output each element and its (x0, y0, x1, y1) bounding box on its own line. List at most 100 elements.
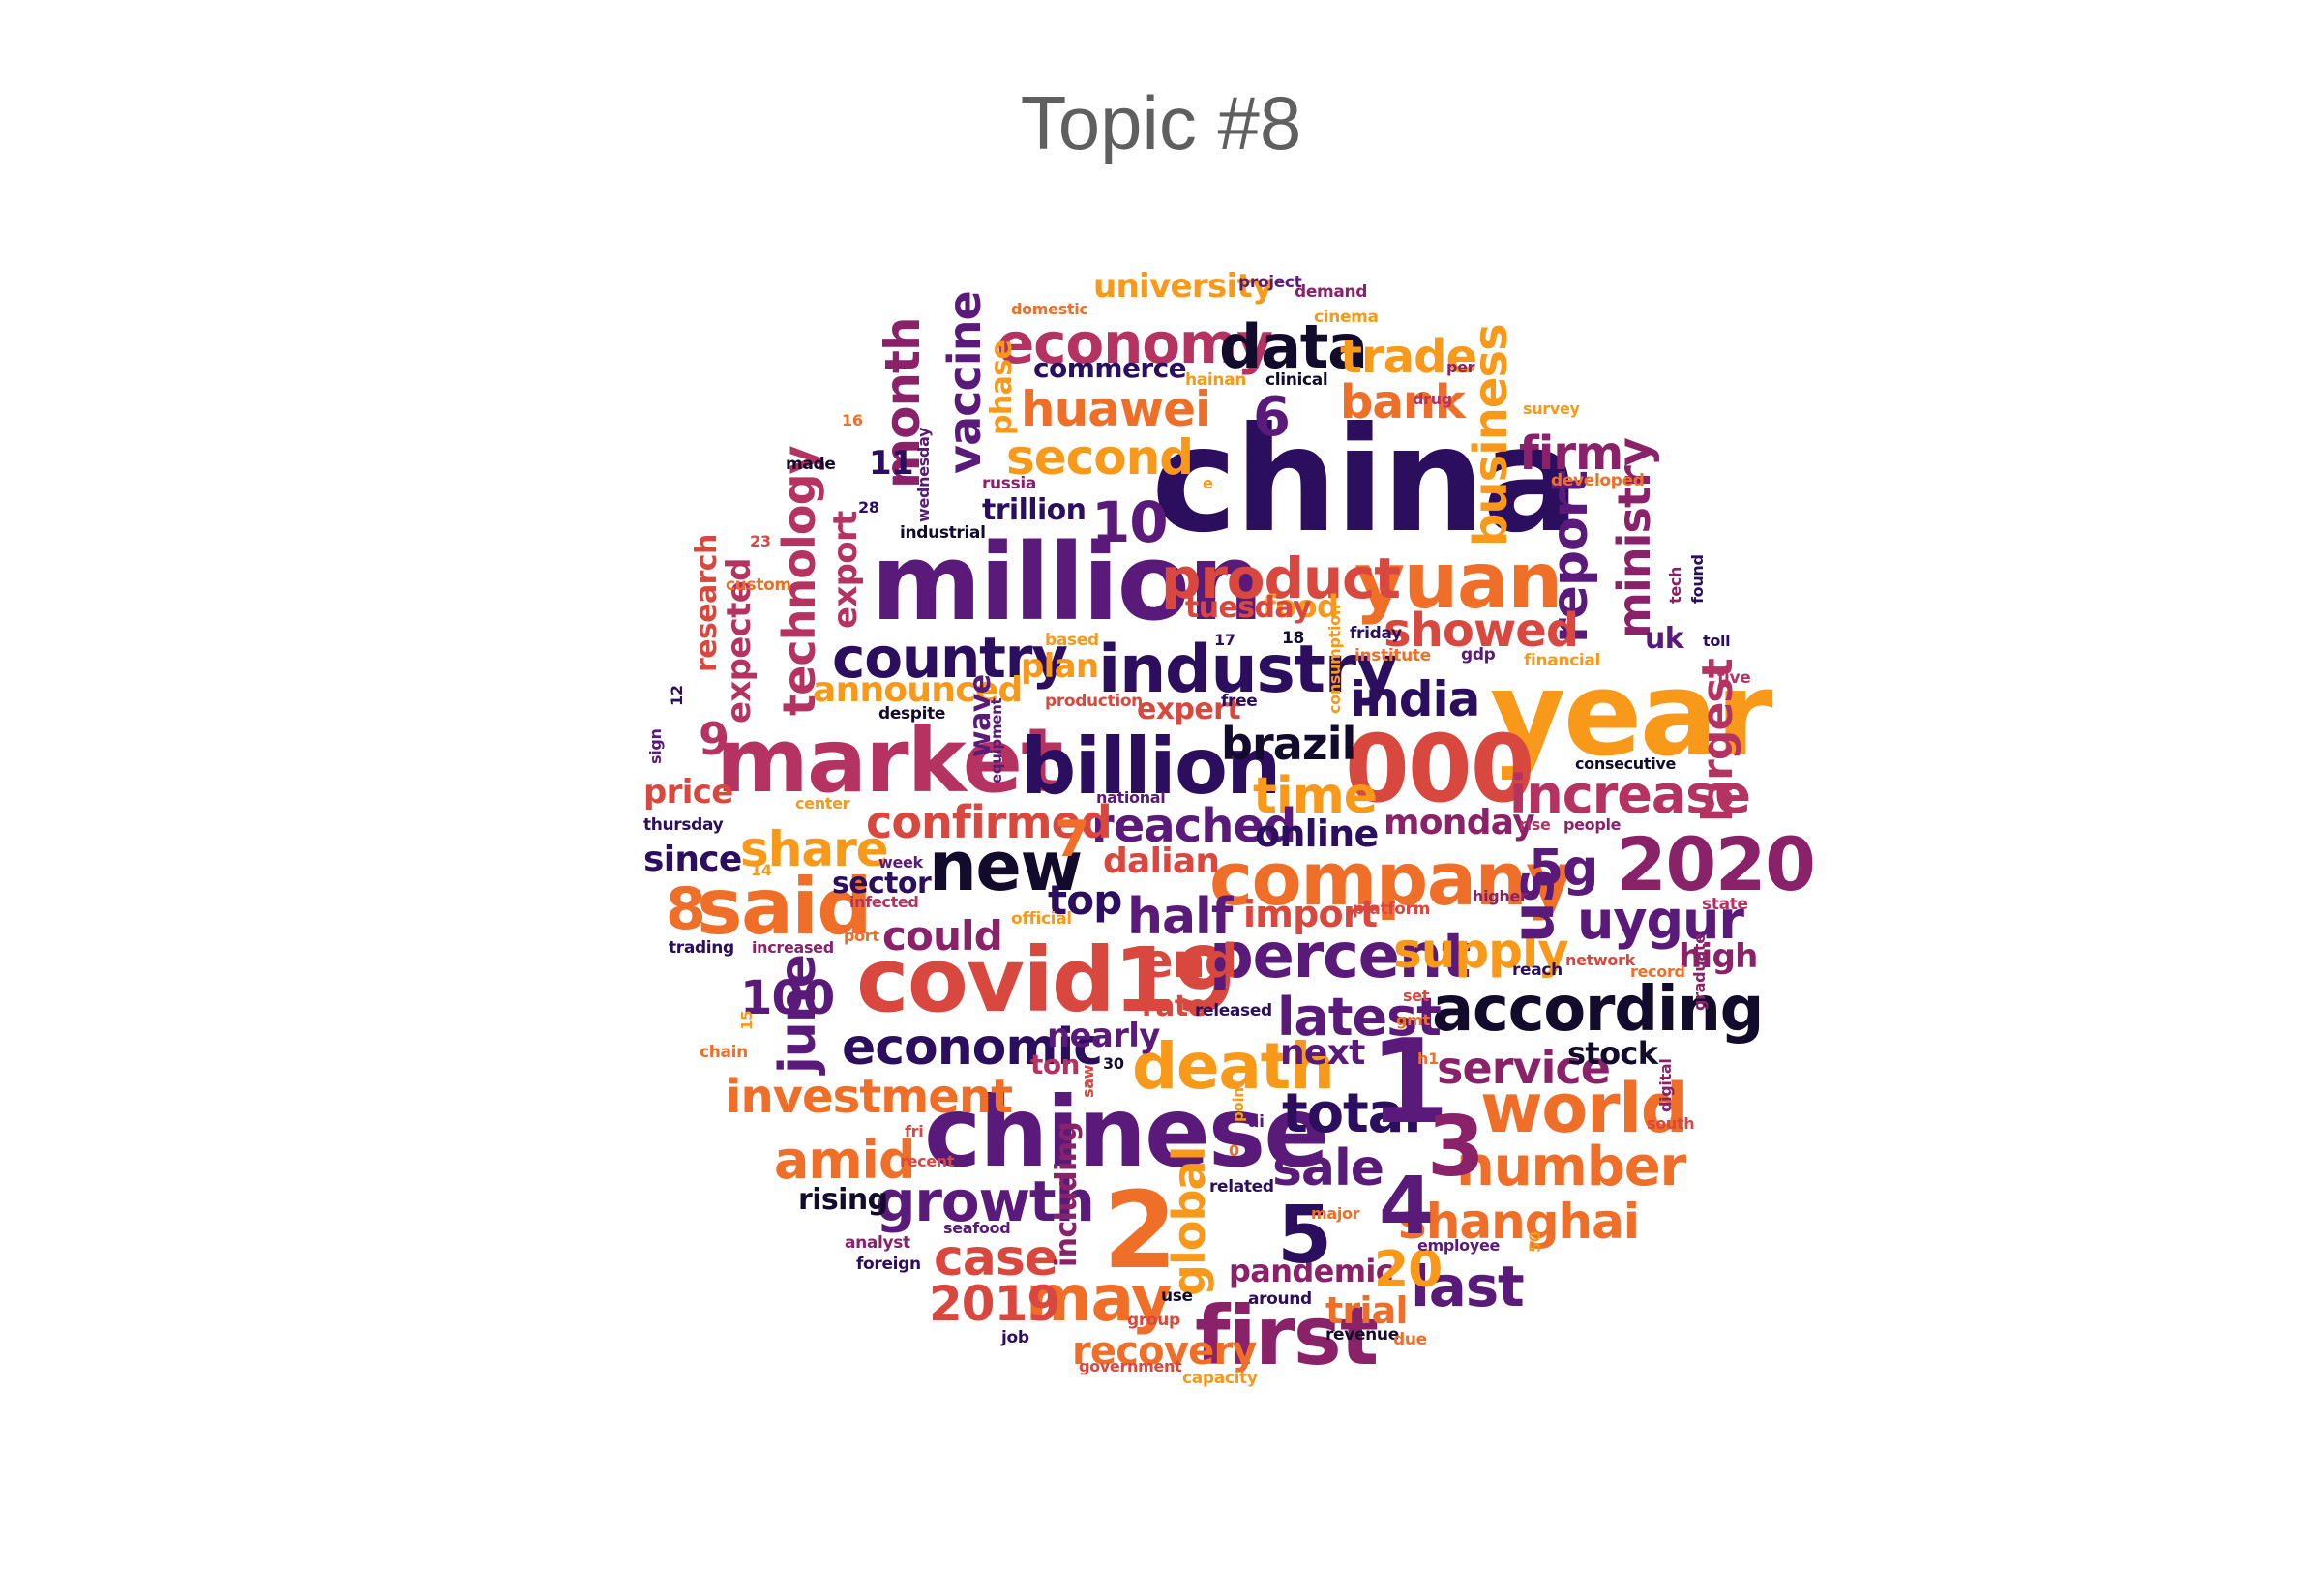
cloud-word: second (1006, 429, 1193, 486)
cloud-word: 9 (699, 713, 729, 765)
cloud-word: state (1702, 895, 1748, 914)
cloud-word: case (934, 1229, 1057, 1287)
cloud-word: reached (1091, 799, 1295, 853)
cloud-word: economy (997, 310, 1272, 376)
cloud-word: product (1161, 546, 1400, 611)
cloud-word: half (1127, 888, 1235, 946)
cloud-word: fri (905, 1122, 923, 1140)
cloud-word: 30 (1103, 1054, 1124, 1073)
cloud-word: may (1026, 1261, 1172, 1336)
cloud-word: plan (1021, 647, 1098, 686)
cloud-word: 17 (1214, 631, 1235, 649)
cloud-word: covid19 (856, 929, 1234, 1032)
cloud-word: 2 (1103, 1168, 1175, 1292)
cloud-word: trading (669, 938, 734, 958)
cloud-word: 18 (1282, 629, 1304, 648)
cloud-word: high (1679, 937, 1758, 976)
cloud-word: new (929, 827, 1082, 906)
cloud-word: 5 (1277, 1190, 1330, 1282)
cloud-word: latest (1277, 987, 1441, 1048)
cloud-word: year (1490, 648, 1772, 783)
cloud-word: could (882, 912, 1002, 960)
cloud-word: 6 (1253, 386, 1290, 449)
cloud-word: price (643, 773, 733, 812)
cloud-word: employee (1417, 1236, 1500, 1255)
cloud-word: announced (813, 670, 1023, 710)
cloud-word: monday (1384, 803, 1534, 842)
cloud-word: ton (1030, 1049, 1080, 1080)
cloud-word: network (1565, 951, 1636, 969)
cloud-word: increased (752, 938, 834, 957)
page-title: Topic #8 (1020, 80, 1302, 165)
cloud-word: industry (1098, 632, 1398, 708)
cloud-word: time (1253, 767, 1377, 825)
cloud-word: us (1500, 870, 1567, 943)
cloud-word: consecutive (1575, 754, 1676, 773)
cloud-word: sign (646, 728, 665, 764)
cloud-word: said (697, 862, 871, 952)
cloud-word: export (826, 511, 865, 629)
cloud-word: research (690, 534, 724, 672)
cloud-word: largest (1693, 658, 1742, 822)
cloud-word: production (1045, 692, 1143, 711)
cloud-word: rate (1142, 990, 1206, 1023)
cloud-word: 4 (1379, 1161, 1432, 1253)
cloud-word: next (1280, 1033, 1365, 1073)
cloud-word: 0 (1229, 1141, 1239, 1160)
cloud-word: government (1079, 1357, 1182, 1375)
cloud-word: capacity (1182, 1369, 1258, 1388)
cloud-word: top (1048, 876, 1121, 924)
cloud-word: use (1161, 1286, 1193, 1306)
cloud-word: related (1209, 1177, 1274, 1197)
cloud-word: 20 (1374, 1241, 1442, 1299)
cloud-word: trillion (982, 493, 1086, 527)
cloud-word: center (795, 794, 850, 813)
cloud-word: 15 (738, 1011, 756, 1030)
cloud-word: 1 (1369, 1016, 1447, 1150)
cloud-word: five (1717, 668, 1750, 688)
cloud-word: recent (900, 1152, 955, 1170)
cloud-word: 8 (666, 875, 705, 943)
cloud-word: gdp (1461, 645, 1496, 665)
cloud-word: sale (1272, 1139, 1384, 1197)
cloud-word: trade (1340, 330, 1476, 384)
cloud-word: analyst (845, 1233, 910, 1253)
cloud-word: university (1093, 267, 1273, 306)
cloud-word: digital (1656, 1058, 1675, 1112)
cloud-word: economic (842, 1019, 1102, 1077)
cloud-word: higher (1473, 887, 1528, 905)
cloud-word: china (1151, 397, 1577, 565)
cloud-word: clinical (1265, 370, 1327, 390)
cloud-word: ai (1248, 1112, 1265, 1132)
cloud-word: total (1282, 1082, 1420, 1145)
cloud-word: financial (1524, 651, 1600, 670)
cloud-word: project (1238, 273, 1302, 292)
cloud-word: shanghai (1398, 1194, 1639, 1250)
cloud-word: first (1195, 1288, 1378, 1383)
cloud-word: foreign (856, 1255, 921, 1274)
cloud-word: uk (1645, 622, 1685, 656)
cloud-word: tech (1666, 567, 1684, 604)
cloud-word: 12 (668, 685, 686, 706)
cloud-word: graduate (1690, 933, 1709, 1011)
cloud-word: 2020 (1616, 821, 1814, 907)
cloud-word: chinese (924, 1076, 1327, 1189)
cloud-word: billion (1021, 722, 1280, 812)
cloud-word: world (1480, 1069, 1687, 1148)
cloud-word: domestic (1011, 300, 1088, 318)
cloud-word: record (1630, 962, 1685, 981)
cloud-word: online (1255, 813, 1378, 855)
cloud-word: toll (1703, 632, 1730, 650)
cloud-word: cinema (1314, 308, 1379, 327)
cloud-word: free (1221, 692, 1257, 711)
cloud-word: port (844, 927, 879, 945)
cloud-word: 11 (869, 444, 913, 483)
cloud-word: 16 (842, 411, 863, 429)
cloud-word: people (1563, 815, 1622, 834)
cloud-word: ministry (1608, 437, 1660, 638)
cloud-word: report (1541, 471, 1599, 643)
cloud-word: drug (1413, 390, 1452, 408)
cloud-word: tuesday (1185, 591, 1312, 625)
